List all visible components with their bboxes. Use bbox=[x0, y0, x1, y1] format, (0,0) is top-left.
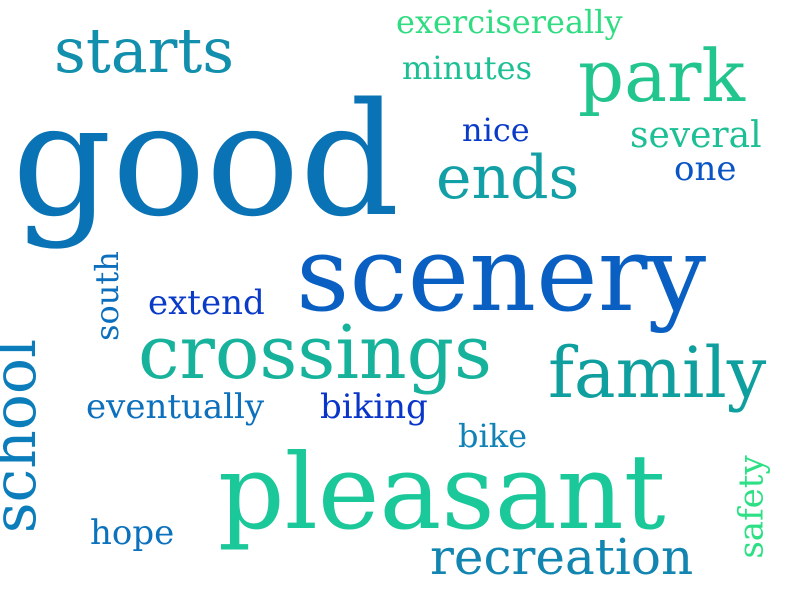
word-hope: hope bbox=[90, 513, 175, 553]
word-nice: nice bbox=[462, 111, 530, 149]
word-exercisereally: exercisereally bbox=[396, 3, 623, 41]
word-bike: bike bbox=[458, 417, 528, 455]
word-starts: starts bbox=[54, 14, 235, 87]
word-safety: safety bbox=[731, 455, 772, 559]
word-recreation: recreation bbox=[430, 528, 694, 586]
word-crossings: crossings bbox=[138, 310, 492, 396]
word-family: family bbox=[548, 332, 767, 414]
word-south: south bbox=[87, 251, 126, 341]
word-park: park bbox=[578, 34, 746, 118]
word-one: one bbox=[674, 149, 737, 189]
word-ends: ends bbox=[436, 143, 580, 213]
word-several: several bbox=[630, 115, 762, 156]
word-good: good bbox=[12, 69, 400, 251]
word-extend: extend bbox=[148, 283, 265, 323]
word-biking: biking bbox=[320, 387, 428, 427]
word-scenery: scenery bbox=[296, 213, 707, 335]
word-pleasant: pleasant bbox=[218, 431, 666, 553]
word-eventually: eventually bbox=[86, 387, 265, 427]
word-school: school bbox=[0, 338, 51, 534]
word-minutes: minutes bbox=[402, 49, 533, 87]
